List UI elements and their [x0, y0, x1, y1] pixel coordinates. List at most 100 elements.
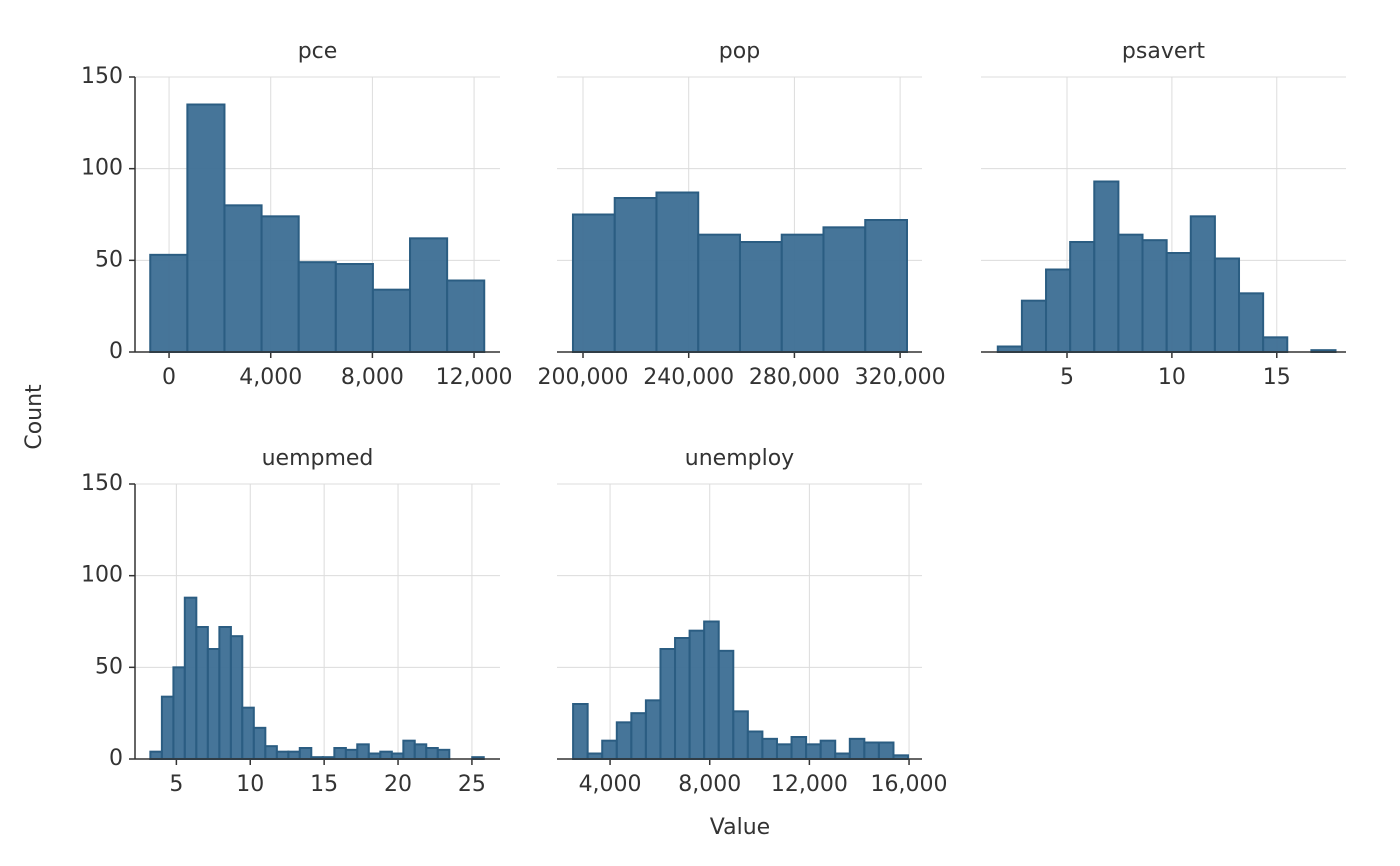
bar	[252, 726, 267, 760]
bar	[822, 226, 867, 353]
bar	[1238, 292, 1265, 354]
bar	[805, 743, 822, 760]
bar	[298, 747, 313, 760]
bar	[613, 197, 658, 353]
bar	[436, 748, 451, 760]
bar	[160, 695, 175, 761]
bar	[275, 750, 290, 761]
bar	[218, 626, 232, 760]
bar	[1262, 336, 1289, 354]
x-axis-label: Value	[710, 815, 770, 840]
bar	[409, 237, 449, 353]
bar	[1189, 215, 1216, 353]
bar	[863, 741, 880, 760]
x-tick-label: 12,000	[436, 365, 513, 390]
y-tick-label: 50	[95, 247, 123, 272]
x-tick-label: 8,000	[678, 772, 741, 797]
x-tick-label: 15	[1263, 365, 1291, 390]
bar	[571, 213, 616, 353]
y-tick-label: 150	[81, 64, 123, 89]
x-tick-label: 280,000	[749, 365, 840, 390]
bar	[344, 748, 359, 760]
bar	[790, 736, 808, 760]
bar	[1069, 241, 1096, 353]
bar	[241, 706, 255, 761]
bar	[655, 191, 700, 353]
panel-title: uempmed	[262, 446, 374, 471]
bar	[1020, 299, 1048, 353]
bar	[1117, 233, 1144, 354]
bar	[1093, 180, 1120, 353]
bar	[264, 745, 278, 761]
bar	[367, 752, 382, 760]
bar	[732, 710, 749, 760]
y-tick-label: 150	[81, 471, 123, 496]
y-tick-label: 0	[109, 339, 123, 364]
bar	[674, 637, 691, 760]
bar	[864, 219, 908, 353]
bar	[402, 739, 416, 761]
bar	[425, 747, 439, 760]
x-tick-label: 200,000	[538, 365, 629, 390]
x-tick-label: 5	[169, 772, 183, 797]
bar	[356, 743, 370, 760]
bar	[615, 721, 633, 760]
x-tick-label: 25	[458, 772, 486, 797]
bar	[601, 739, 618, 761]
y-tick-label: 0	[109, 746, 123, 771]
x-tick-label: 16,000	[871, 772, 948, 797]
x-tick-label: 10	[1158, 365, 1186, 390]
bar	[1165, 252, 1192, 353]
x-tick-label: 5	[1060, 365, 1074, 390]
bar	[371, 288, 412, 353]
bar	[1141, 239, 1168, 354]
bar	[688, 629, 706, 761]
bar	[586, 752, 604, 760]
panel-title: pop	[719, 39, 760, 64]
x-tick-label: 4,000	[579, 772, 642, 797]
y-tick-label: 100	[81, 156, 123, 181]
bar	[149, 253, 189, 353]
bar	[703, 620, 720, 760]
bar	[775, 743, 793, 760]
bar	[206, 648, 221, 760]
bar	[697, 233, 741, 354]
bar	[260, 215, 300, 353]
bar	[1045, 268, 1072, 353]
bar	[333, 747, 347, 760]
bar	[717, 649, 735, 760]
y-axis-label: Count	[22, 384, 47, 450]
x-tick-label: 15	[310, 772, 338, 797]
bar	[877, 741, 895, 760]
bar	[834, 752, 851, 760]
bar	[334, 263, 374, 353]
x-tick-label: 8,000	[341, 365, 404, 390]
bar	[297, 261, 337, 353]
bar	[644, 699, 662, 760]
bar	[848, 737, 866, 760]
bar	[446, 279, 486, 353]
bar	[186, 103, 226, 353]
x-tick-label: 12,000	[771, 772, 848, 797]
bar	[761, 737, 778, 760]
x-tick-label: 0	[162, 365, 176, 390]
bar	[229, 635, 244, 761]
y-tick-label: 50	[95, 654, 123, 679]
x-tick-label: 10	[236, 772, 264, 797]
panel-title: unemploy	[685, 446, 794, 471]
bar	[659, 648, 677, 760]
panel-title: pce	[298, 39, 338, 64]
bar	[738, 241, 783, 353]
bar	[183, 596, 198, 761]
y-tick-label: 100	[81, 563, 123, 588]
x-tick-label: 240,000	[643, 365, 734, 390]
bar	[413, 743, 428, 760]
bar	[746, 730, 764, 760]
bar	[195, 626, 209, 760]
bar	[287, 750, 301, 761]
bar	[1213, 257, 1241, 353]
bar	[149, 750, 163, 761]
bar	[223, 204, 263, 353]
bar	[630, 712, 647, 761]
